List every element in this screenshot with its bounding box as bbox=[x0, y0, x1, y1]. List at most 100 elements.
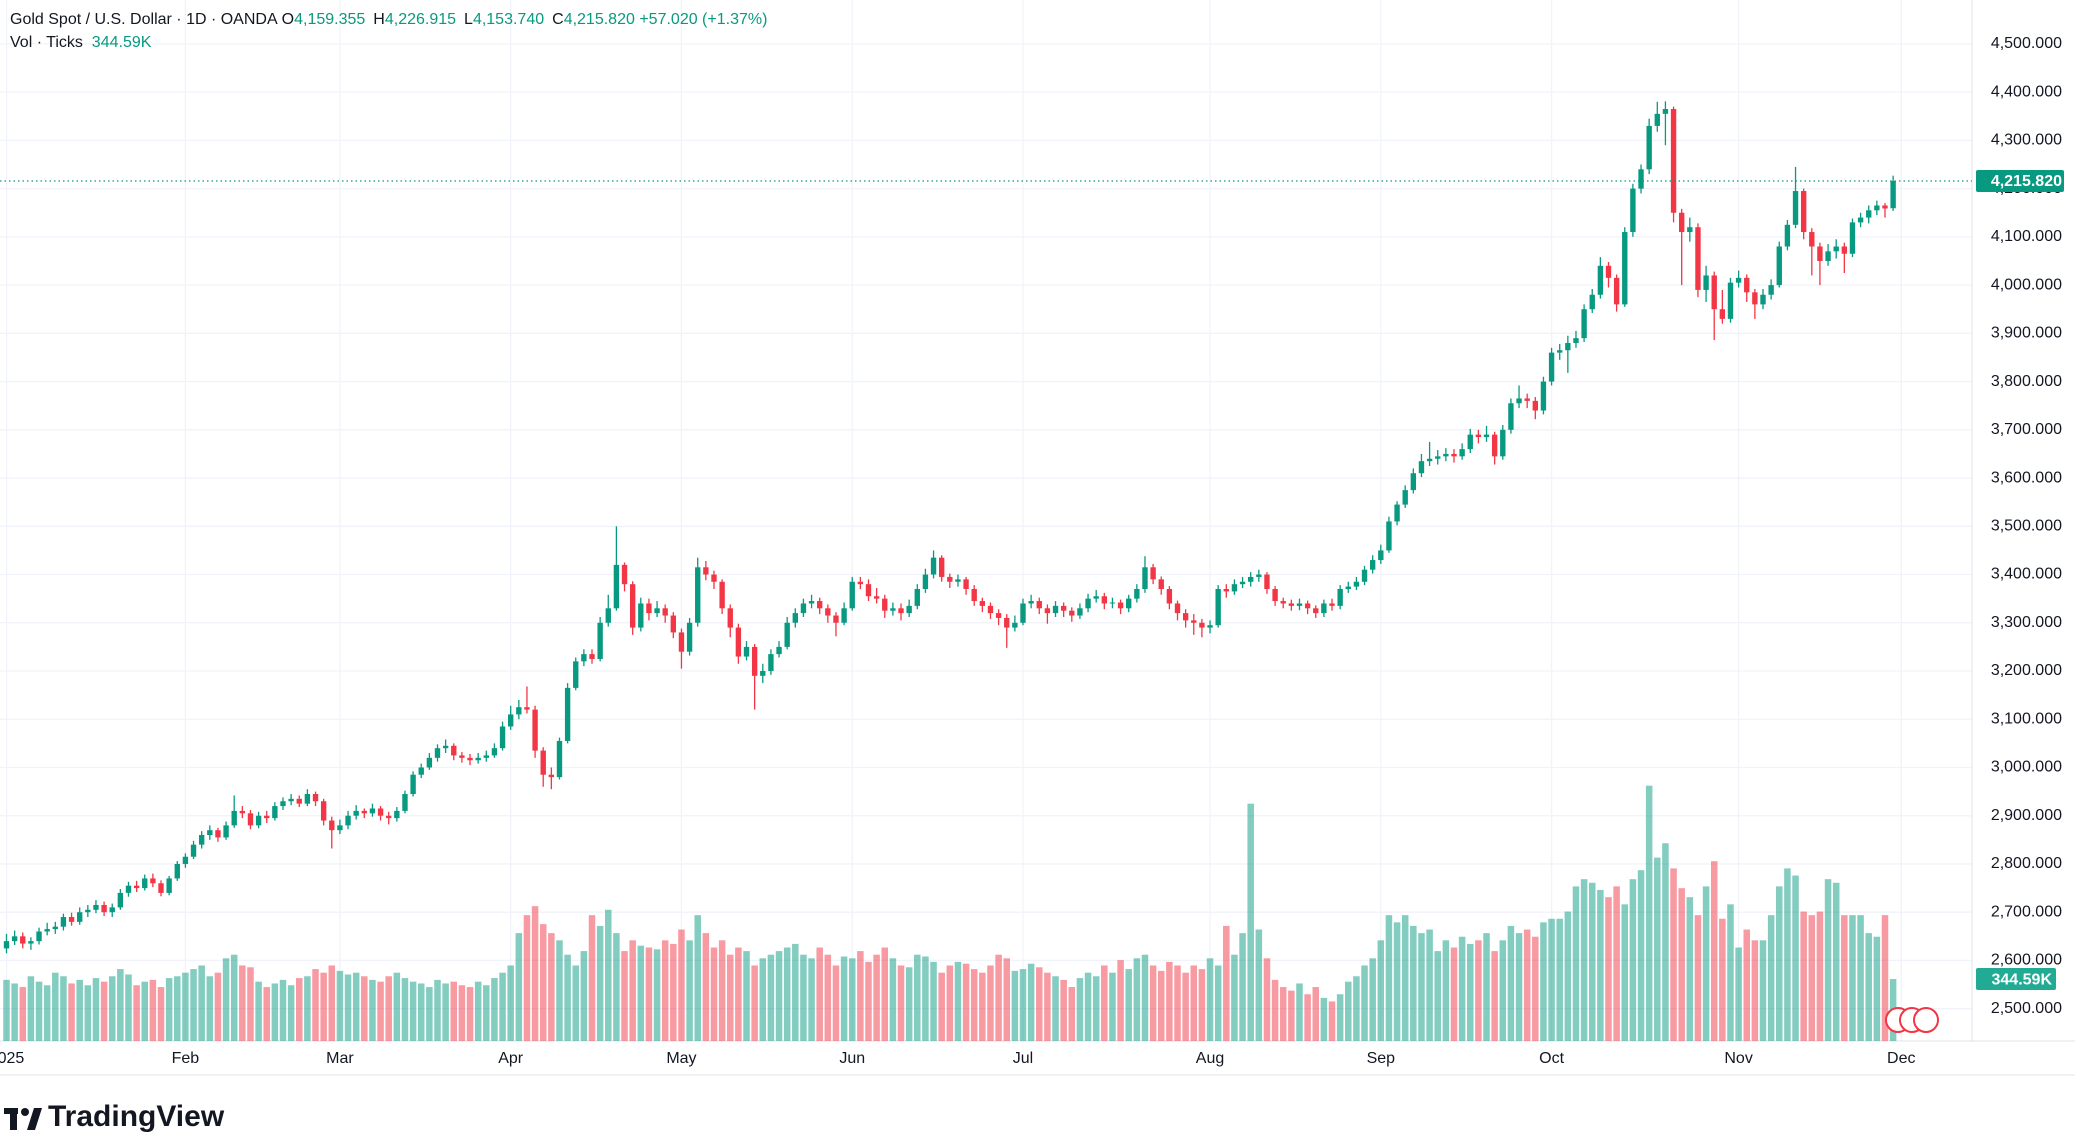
candle-body bbox=[670, 615, 677, 633]
x-tick-label: Apr bbox=[498, 1050, 524, 1067]
candle-body bbox=[1231, 584, 1238, 592]
candle-body bbox=[1638, 169, 1644, 189]
candle-body bbox=[1516, 398, 1522, 404]
candle-body bbox=[1199, 622, 1205, 628]
candle-body bbox=[44, 929, 50, 932]
candle-body bbox=[190, 844, 197, 857]
volume-bar bbox=[938, 972, 945, 1041]
candle-body bbox=[654, 608, 660, 614]
x-tick-label: Jul bbox=[1013, 1050, 1033, 1067]
volume-bar bbox=[1629, 879, 1637, 1041]
volume-bar bbox=[1735, 947, 1742, 1041]
volume-bar bbox=[247, 967, 254, 1041]
volume-bar bbox=[483, 985, 490, 1041]
candle-body bbox=[1361, 569, 1368, 582]
candle-body bbox=[28, 941, 34, 944]
candle-body bbox=[703, 567, 709, 575]
volume-bar bbox=[1442, 940, 1450, 1041]
candle-body bbox=[1841, 246, 1848, 254]
candle-body bbox=[711, 574, 717, 582]
candle-body bbox=[1012, 622, 1018, 628]
candle-body bbox=[1044, 608, 1051, 614]
volume-bar bbox=[76, 979, 83, 1041]
volume-bar bbox=[1296, 983, 1303, 1041]
volume-bar bbox=[1239, 933, 1246, 1041]
volume-bar bbox=[1410, 925, 1417, 1041]
volume-bar bbox=[409, 981, 417, 1041]
candle-body bbox=[768, 654, 774, 672]
grid bbox=[0, 0, 1972, 1041]
volume-bar bbox=[1662, 843, 1669, 1041]
volume-bar bbox=[442, 983, 449, 1041]
candle-body bbox=[166, 878, 172, 893]
volume-bar bbox=[1214, 965, 1222, 1041]
candle-body bbox=[1020, 603, 1026, 623]
candle-body bbox=[1280, 601, 1286, 604]
volume-bar bbox=[1710, 861, 1718, 1041]
candle-body bbox=[1589, 294, 1595, 310]
volume-bar bbox=[312, 969, 319, 1041]
candle-body bbox=[296, 798, 302, 804]
candle-body bbox=[85, 909, 91, 913]
volume-bar bbox=[1076, 978, 1084, 1041]
volume-bar bbox=[1702, 886, 1710, 1041]
candle-body bbox=[1215, 588, 1221, 626]
volume-bar bbox=[1645, 785, 1653, 1041]
candle-body bbox=[410, 774, 416, 795]
candle-body bbox=[1752, 292, 1758, 305]
volume-bar bbox=[1157, 970, 1165, 1041]
candle-body bbox=[564, 687, 571, 741]
candle-body bbox=[1052, 605, 1059, 614]
candle-body bbox=[573, 661, 579, 688]
volume-bar bbox=[816, 947, 823, 1041]
volume-bar bbox=[1751, 940, 1759, 1041]
candle-body bbox=[483, 755, 489, 758]
volume-bar bbox=[686, 940, 693, 1041]
candle-body bbox=[1890, 180, 1896, 209]
candle-body bbox=[613, 564, 620, 609]
volume-bar bbox=[605, 909, 612, 1041]
brand[interactable]: TradingView bbox=[48, 1100, 225, 1133]
volume-bar bbox=[507, 965, 514, 1041]
y-tick-label: 2,900.000 bbox=[1991, 807, 2062, 824]
candle-body bbox=[133, 885, 140, 889]
volume-bar bbox=[108, 976, 116, 1041]
candle-body bbox=[125, 885, 132, 893]
candle-body bbox=[922, 574, 929, 589]
candle-body bbox=[638, 603, 644, 628]
candle-body bbox=[890, 608, 896, 611]
candle-body bbox=[808, 601, 815, 604]
y-tick-label: 2,500.000 bbox=[1991, 1000, 2062, 1017]
volume-bar bbox=[1857, 915, 1864, 1041]
volume-bar bbox=[1776, 886, 1783, 1041]
volume-bar bbox=[279, 979, 287, 1041]
volume-bar bbox=[84, 985, 92, 1041]
candle-body bbox=[117, 892, 124, 908]
volume-bar bbox=[1353, 976, 1360, 1041]
candle-body bbox=[1191, 620, 1197, 623]
candle-body bbox=[1727, 282, 1734, 319]
candle-body bbox=[491, 748, 498, 756]
volume-bar bbox=[783, 947, 791, 1041]
candle-body bbox=[548, 774, 555, 778]
volume-title: Vol · Ticks bbox=[10, 34, 83, 51]
candle-body bbox=[906, 605, 912, 614]
volume-bar bbox=[304, 976, 311, 1041]
x-tick-label: Feb bbox=[172, 1050, 200, 1067]
volume-bar bbox=[946, 965, 954, 1041]
last-price-label: 4,215.820 bbox=[1991, 173, 2062, 190]
volume-bar bbox=[922, 956, 929, 1041]
candle-body bbox=[1849, 222, 1856, 254]
volume-bar bbox=[320, 972, 327, 1041]
volume-bar bbox=[92, 978, 100, 1041]
volume-bar bbox=[678, 929, 685, 1041]
candle-body bbox=[1223, 588, 1229, 592]
volume-line: Vol · Ticks 344.59K bbox=[10, 31, 767, 54]
volume-bar bbox=[539, 924, 547, 1041]
volume-bar bbox=[848, 958, 856, 1041]
volume-bar bbox=[1719, 918, 1726, 1041]
volume-bar bbox=[1385, 915, 1393, 1041]
candle-body bbox=[930, 557, 937, 575]
field-key: H bbox=[373, 11, 385, 28]
